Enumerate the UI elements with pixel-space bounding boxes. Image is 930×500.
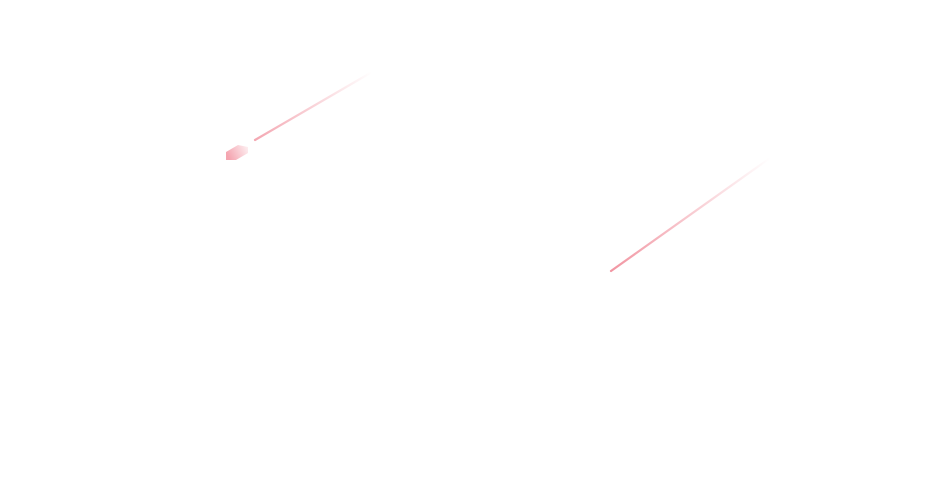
shooting-star-icon <box>226 145 248 160</box>
shooting-star-2 <box>609 156 772 273</box>
shooting-star-1 <box>226 70 374 160</box>
shooting-star-trail <box>253 70 374 142</box>
shooting-star-trail <box>609 156 772 273</box>
